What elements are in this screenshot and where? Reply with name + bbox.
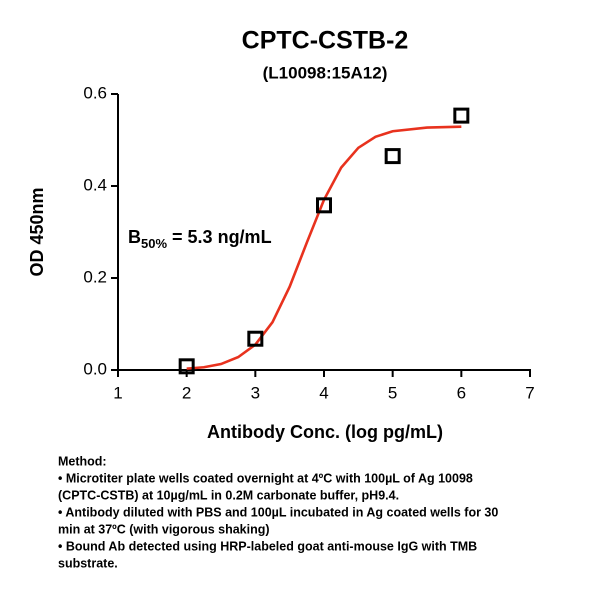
annotation: B50% = 5.3 ng/mL xyxy=(128,227,272,252)
x-tick-label: 5 xyxy=(388,383,397,402)
y-axis-label: OD 450nm xyxy=(27,187,47,276)
y-tick-label: 0.0 xyxy=(83,359,107,378)
notes-line: • Microtiter plate wells coated overnigh… xyxy=(58,471,473,485)
x-tick-label: 4 xyxy=(319,383,328,402)
x-axis-label: Antibody Conc. (log pg/mL) xyxy=(207,422,443,442)
annotation-subscript: 50% xyxy=(141,236,167,251)
annotation-part: = 5.3 ng/mL xyxy=(167,227,272,247)
notes-title: Method: xyxy=(58,454,107,468)
data-point xyxy=(247,330,264,347)
y-tick-label: 0.2 xyxy=(83,267,107,286)
chart-subtitle: (L10098:15A12) xyxy=(263,63,388,82)
data-point xyxy=(316,197,332,214)
notes-line: (CPTC-CSTB) at 10µg/mL in 0.2M carbonate… xyxy=(58,488,399,502)
chart-title: CPTC-CSTB-2 xyxy=(242,27,409,55)
notes-line: • Antibody diluted with PBS and 100µL in… xyxy=(58,505,498,519)
data-point xyxy=(178,358,195,375)
annotation-part: B xyxy=(128,227,141,247)
notes-line: substrate. xyxy=(58,556,118,570)
x-tick-label: 3 xyxy=(251,383,260,402)
fit-curve xyxy=(186,125,462,370)
y-tick-label: 0.6 xyxy=(83,83,107,102)
x-tick-label: 6 xyxy=(457,383,466,402)
data-point xyxy=(384,148,401,165)
data-point xyxy=(453,107,470,124)
notes-line: • Bound Ab detected using HRP-labeled go… xyxy=(58,539,477,553)
x-tick-label: 2 xyxy=(182,383,191,402)
y-tick-label: 0.4 xyxy=(83,175,107,194)
x-tick-label: 7 xyxy=(525,383,534,402)
x-tick-label: 1 xyxy=(113,383,122,402)
notes-line: min at 37ºC (with vigorous shaking) xyxy=(58,522,270,536)
